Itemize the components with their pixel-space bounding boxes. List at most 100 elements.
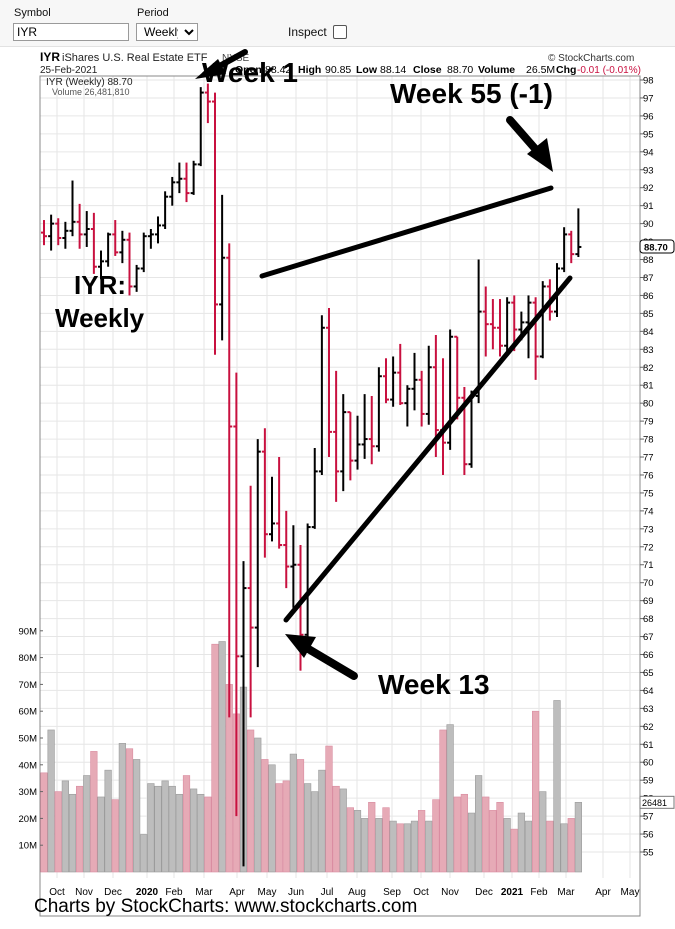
- price-tick-label: 81: [643, 381, 654, 392]
- volume-bar: [211, 643, 219, 873]
- volume-bar: [154, 785, 162, 873]
- annotation-iyr: IYR:: [74, 270, 126, 300]
- inspect-label: Inspect: [288, 25, 327, 39]
- axis-layer: 5556575859606162636465666768697071727374…: [19, 76, 675, 898]
- price-tick-label: 83: [643, 345, 654, 356]
- price-tick-label: 76: [643, 470, 654, 481]
- inspect-checkbox[interactable]: [333, 25, 347, 39]
- quote-low-label: Low: [356, 64, 378, 76]
- price-tick-label: 63: [643, 704, 654, 715]
- time-tick-label: Jul: [321, 887, 334, 898]
- volume-bar: [418, 810, 426, 873]
- last-price-label: 88.70: [644, 242, 668, 253]
- chart-name: iShares U.S. Real Estate ETF: [62, 52, 208, 64]
- quote-volume-label: Volume: [478, 64, 515, 76]
- time-tick-label: Feb: [530, 887, 548, 898]
- upper-trendline: [259, 185, 554, 279]
- price-tick-label: 87: [643, 273, 654, 284]
- ohlc-chart: IYR iShares U.S. Real Estate ETF NYSE © …: [19, 49, 675, 917]
- period-label: Period: [137, 7, 169, 19]
- annotation-week55: Week 55 (-1): [390, 78, 553, 109]
- volume-bar: [197, 793, 205, 873]
- price-tick-label: 67: [643, 632, 654, 643]
- volume-bar: [389, 820, 397, 873]
- price-tick-label: 61: [643, 740, 654, 751]
- price-tick-label: 78: [643, 435, 654, 446]
- volume-bar: [353, 810, 362, 873]
- price-tick-label: 95: [643, 129, 654, 140]
- price-tick-label: 64: [643, 686, 654, 697]
- price-tick-label: 69: [643, 596, 654, 607]
- volume-bar: [396, 823, 404, 873]
- volume-bar: [61, 780, 69, 873]
- time-tick-label: Aug: [348, 887, 366, 898]
- volume-bar: [453, 796, 461, 873]
- volume-bar: [574, 802, 582, 873]
- volume-bar: [90, 751, 98, 873]
- time-tick-label: Mar: [195, 887, 213, 898]
- quote-volume-value: 26.5M: [526, 64, 555, 76]
- time-tick-label: May: [258, 887, 277, 898]
- time-tick-label: Nov: [75, 887, 93, 898]
- quote-close-value: 88.70: [447, 64, 473, 76]
- price-tick-label: 73: [643, 524, 654, 535]
- volume-tick-label: 80M: [19, 653, 38, 664]
- volume-bar: [296, 759, 305, 873]
- volume-bar: [133, 759, 141, 873]
- price-tick-label: 66: [643, 650, 654, 661]
- volume-tick-label: 50M: [19, 734, 38, 745]
- volume-bar: [190, 788, 198, 873]
- volume-bar: [175, 793, 183, 873]
- volume-bar: [489, 810, 497, 873]
- volume-tick-label: 30M: [19, 787, 38, 798]
- volume-bar: [76, 785, 84, 873]
- volume-bar: [104, 769, 112, 873]
- last-price-marker: [639, 239, 675, 254]
- price-tick-label: 59: [643, 776, 654, 787]
- volume-bar: [524, 820, 533, 873]
- quote-low-value: 88.14: [380, 64, 406, 76]
- price-tick-label: 60: [643, 758, 654, 769]
- volume-bar: [482, 796, 490, 873]
- arrow-week13-head: [285, 634, 316, 658]
- period-select[interactable]: Weekly: [136, 23, 198, 41]
- volume-bar: [318, 769, 326, 873]
- time-tick-label: 2020: [136, 887, 159, 898]
- volume-tick-label: 20M: [19, 814, 38, 825]
- volume-tick-label: 10M: [19, 841, 38, 852]
- volume-bar: [446, 724, 454, 873]
- volume-bar: [275, 783, 283, 873]
- volume-bar: [517, 812, 525, 873]
- price-tick-label: 91: [643, 201, 654, 212]
- chart-date: 25-Feb-2021: [40, 65, 98, 76]
- volume-bar: [247, 729, 255, 873]
- time-tick-label: May: [621, 887, 640, 898]
- price-tick-label: 94: [643, 147, 654, 158]
- time-tick-label: Dec: [104, 887, 122, 898]
- volume-bar: [368, 802, 376, 873]
- price-tick-label: 70: [643, 578, 654, 589]
- time-tick-label: Nov: [441, 887, 459, 898]
- price-tick-label: 96: [643, 111, 654, 122]
- price-tick-label: 97: [643, 93, 654, 104]
- price-tick-label: 80: [643, 399, 654, 410]
- quote-open-label: Open: [235, 64, 262, 76]
- chart-ticker: IYR: [40, 50, 60, 64]
- volume-bar: [403, 823, 411, 873]
- volume-tick-label: 90M: [19, 626, 38, 637]
- symbol-input[interactable]: [13, 23, 129, 41]
- volume-bar: [254, 737, 262, 873]
- volume-bar: [140, 834, 148, 873]
- volume-bar: [182, 775, 191, 873]
- price-tick-label: 88: [643, 255, 654, 266]
- time-tick-label: Oct: [49, 887, 65, 898]
- volume-tick-label: 40M: [19, 760, 38, 771]
- time-tick-label: Oct: [413, 887, 429, 898]
- volume-bar: [375, 818, 383, 873]
- volume-bar: [168, 785, 176, 873]
- volume-bar: [553, 700, 561, 873]
- volume-bar: [204, 796, 212, 873]
- quote-high-label: High: [298, 64, 321, 76]
- time-tick-label: Jun: [288, 887, 304, 898]
- volume-bar: [161, 780, 169, 873]
